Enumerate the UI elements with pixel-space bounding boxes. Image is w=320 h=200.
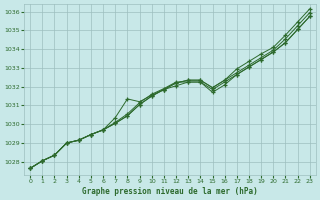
X-axis label: Graphe pression niveau de la mer (hPa): Graphe pression niveau de la mer (hPa) — [82, 187, 258, 196]
